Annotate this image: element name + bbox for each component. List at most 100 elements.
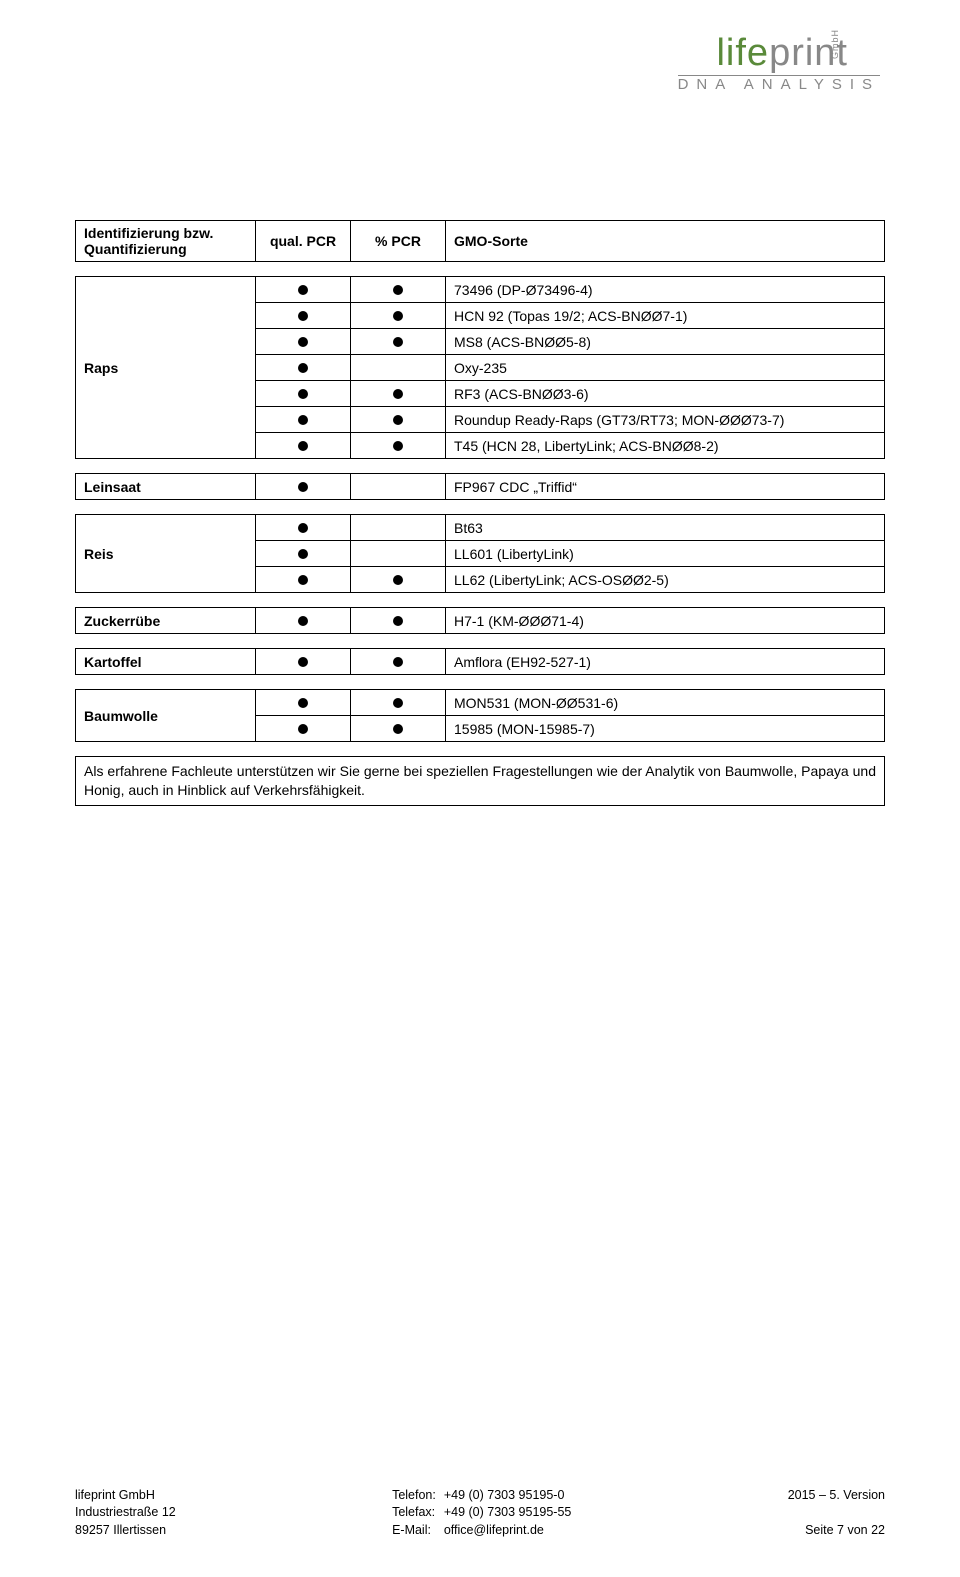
- logo-gmbh: GmbH: [830, 29, 840, 59]
- dot-icon: [298, 616, 308, 626]
- footer-tel-label: Telefon:: [392, 1487, 436, 1505]
- dot-icon: [393, 389, 403, 399]
- footer-right: 2015 – 5. Version Seite 7 von 22: [788, 1487, 885, 1540]
- dot-icon: [393, 575, 403, 585]
- baumwolle-label: Baumwolle: [76, 690, 256, 742]
- cell-qual: [256, 474, 351, 500]
- raps-label: Raps: [76, 277, 256, 459]
- leinsaat-table: Leinsaat FP967 CDC „Triffid“: [75, 473, 885, 500]
- header-col4: GMO-Sorte: [446, 221, 885, 262]
- header-table: Identifizierung bzw. Quantifizierung qua…: [75, 220, 885, 262]
- cell-desc: 73496 (DP-Ø73496-4): [446, 277, 885, 303]
- reis-table: Reis Bt63 LL601 (LibertyLink) LL62 (Libe…: [75, 514, 885, 593]
- footer-tel: +49 (0) 7303 95195-0: [444, 1487, 572, 1505]
- leinsaat-label: Leinsaat: [76, 474, 256, 500]
- cell-desc: H7-1 (KM-ØØØ71-4): [446, 608, 885, 634]
- footer-city: 89257 Illertissen: [75, 1522, 176, 1540]
- dot-icon: [393, 698, 403, 708]
- dot-icon: [298, 441, 308, 451]
- dot-icon: [298, 311, 308, 321]
- kartoffel-table: Kartoffel Amflora (EH92-527-1): [75, 648, 885, 675]
- cell-pct: [351, 608, 446, 634]
- dot-icon: [393, 724, 403, 734]
- footer-fax: +49 (0) 7303 95195-55: [444, 1504, 572, 1522]
- table-row: Kartoffel Amflora (EH92-527-1): [76, 649, 885, 675]
- dot-icon: [393, 285, 403, 295]
- header-col1: Identifizierung bzw. Quantifizierung: [76, 221, 256, 262]
- dot-icon: [298, 575, 308, 585]
- dot-icon: [298, 549, 308, 559]
- cell-pct: [351, 567, 446, 593]
- baumwolle-table: Baumwolle MON531 (MON-ØØ531-6) 15985 (MO…: [75, 689, 885, 742]
- footer-mail: office@lifeprint.de: [444, 1522, 572, 1540]
- dot-icon: [393, 657, 403, 667]
- cell-pct: [351, 541, 446, 567]
- footer-page: Seite 7 von 22: [788, 1522, 885, 1540]
- cell-qual: [256, 649, 351, 675]
- dot-icon: [393, 415, 403, 425]
- cell-desc: LL601 (LibertyLink): [446, 541, 885, 567]
- cell-qual: [256, 515, 351, 541]
- cell-qual: [256, 303, 351, 329]
- cell-desc: 15985 (MON-15985-7): [446, 716, 885, 742]
- logo-subtitle: DNA ANALYSIS: [678, 76, 880, 93]
- cell-pct: [351, 277, 446, 303]
- dot-icon: [393, 337, 403, 347]
- dot-icon: [298, 337, 308, 347]
- cell-qual: [256, 433, 351, 459]
- cell-pct: [351, 381, 446, 407]
- cell-qual: [256, 690, 351, 716]
- cell-desc: MON531 (MON-ØØ531-6): [446, 690, 885, 716]
- logo: lifeprintGmbH DNA ANALYSIS: [678, 32, 880, 93]
- cell-pct: [351, 407, 446, 433]
- cell-qual: [256, 329, 351, 355]
- cell-qual: [256, 355, 351, 381]
- logo-life: life: [716, 32, 769, 74]
- cell-desc: RF3 (ACS-BNØØ3-6): [446, 381, 885, 407]
- zuckerruebe-table: Zuckerrübe H7-1 (KM-ØØØ71-4): [75, 607, 885, 634]
- cell-pct: [351, 303, 446, 329]
- table-row: Zuckerrübe H7-1 (KM-ØØØ71-4): [76, 608, 885, 634]
- cell-desc: LL62 (LibertyLink; ACS-OSØØ2-5): [446, 567, 885, 593]
- cell-qual: [256, 277, 351, 303]
- cell-pct: [351, 433, 446, 459]
- dot-icon: [298, 285, 308, 295]
- dot-icon: [298, 415, 308, 425]
- logo-main: lifeprintGmbH: [678, 32, 880, 75]
- cell-pct: [351, 690, 446, 716]
- footer-company: lifeprint GmbH: [75, 1487, 176, 1505]
- cell-desc: Oxy-235: [446, 355, 885, 381]
- table-row: Reis Bt63: [76, 515, 885, 541]
- footer-street: Industriestraße 12: [75, 1504, 176, 1522]
- cell-desc: Roundup Ready-Raps (GT73/RT73; MON-ØØØ73…: [446, 407, 885, 433]
- cell-qual: [256, 608, 351, 634]
- kartoffel-label: Kartoffel: [76, 649, 256, 675]
- footer-version: 2015 – 5. Version: [788, 1487, 885, 1505]
- cell-pct: [351, 329, 446, 355]
- cell-pct: [351, 716, 446, 742]
- cell-desc: Amflora (EH92-527-1): [446, 649, 885, 675]
- cell-qual: [256, 567, 351, 593]
- cell-desc: MS8 (ACS-BNØØ5-8): [446, 329, 885, 355]
- cell-qual: [256, 407, 351, 433]
- note-text: Als erfahrene Fachleute unterstützen wir…: [75, 756, 885, 806]
- dot-icon: [393, 616, 403, 626]
- header-col2: qual. PCR: [256, 221, 351, 262]
- cell-desc: Bt63: [446, 515, 885, 541]
- cell-desc: FP967 CDC „Triffid“: [446, 474, 885, 500]
- content: Identifizierung bzw. Quantifizierung qua…: [75, 220, 885, 806]
- cell-qual: [256, 716, 351, 742]
- dot-icon: [298, 389, 308, 399]
- footer-mid-values: +49 (0) 7303 95195-0 +49 (0) 7303 95195-…: [444, 1487, 572, 1540]
- dot-icon: [298, 363, 308, 373]
- dot-icon: [298, 657, 308, 667]
- dot-icon: [298, 724, 308, 734]
- cell-pct: [351, 515, 446, 541]
- footer-mid-labels: Telefon: Telefax: E-Mail:: [392, 1487, 436, 1540]
- reis-label: Reis: [76, 515, 256, 593]
- table-row: Baumwolle MON531 (MON-ØØ531-6): [76, 690, 885, 716]
- dot-icon: [298, 698, 308, 708]
- cell-pct: [351, 355, 446, 381]
- cell-desc: HCN 92 (Topas 19/2; ACS-BNØØ7-1): [446, 303, 885, 329]
- footer-mail-label: E-Mail:: [392, 1522, 436, 1540]
